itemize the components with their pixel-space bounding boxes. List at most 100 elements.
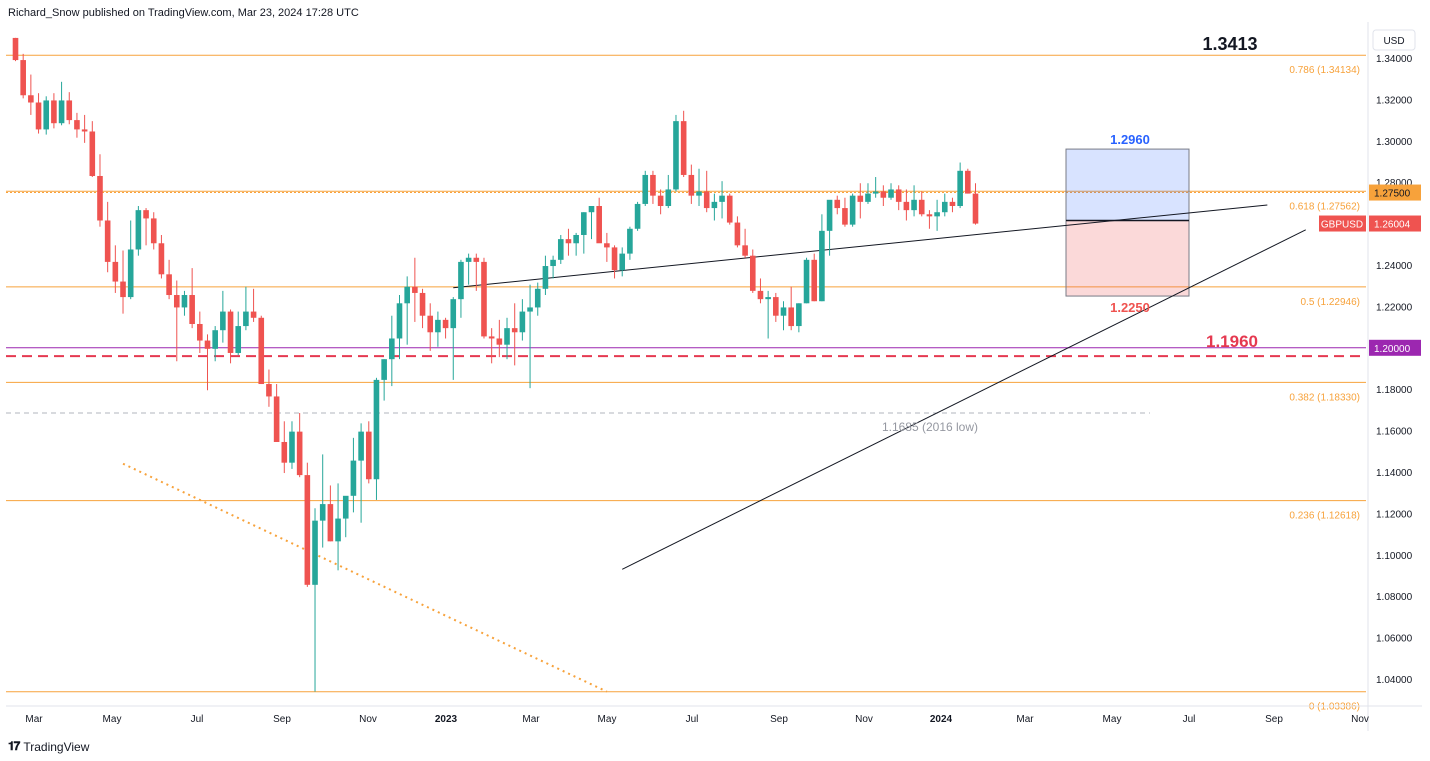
candle-body — [734, 222, 741, 246]
tradingview-footer[interactable]: 𝟏𝟕 TradingView — [8, 739, 89, 754]
candle-104 — [811, 253, 818, 302]
candle-body — [312, 520, 318, 585]
candle-body — [435, 319, 441, 333]
candle-body — [135, 210, 142, 250]
currency-button — [1372, 29, 1416, 51]
candle-body — [227, 311, 234, 353]
y-tick-8: 1.18000 — [1376, 385, 1413, 396]
candle-106 — [826, 199, 833, 256]
candle-body — [419, 292, 426, 316]
candle-body — [657, 195, 664, 207]
candle-61 — [481, 257, 487, 339]
x-tick-12: Mar — [1016, 714, 1034, 725]
candle-34 — [273, 384, 280, 442]
y-tick-13: 1.08000 — [1376, 592, 1413, 603]
badge-fib-text: 1.27500 — [1374, 189, 1411, 200]
candle-body — [703, 191, 710, 209]
candle-body — [20, 60, 26, 96]
candle-56 — [442, 317, 449, 339]
candle-69 — [542, 255, 549, 296]
candle-48 — [381, 359, 387, 401]
candle-body — [711, 201, 718, 209]
candle-body — [550, 259, 556, 267]
candle-122 — [949, 197, 956, 213]
candle-body — [527, 307, 533, 312]
candle-body — [389, 338, 395, 360]
candle-body — [12, 37, 19, 61]
candle-body — [642, 174, 649, 204]
candle-body — [619, 253, 626, 271]
candle-92 — [719, 181, 725, 219]
candle-37 — [296, 413, 303, 478]
candle-body — [181, 295, 188, 308]
candle-body — [627, 228, 633, 254]
candle-4 — [43, 96, 50, 135]
y-tick-14: 1.06000 — [1376, 634, 1413, 645]
tradingview-logo-icon: 𝟏𝟕 — [8, 739, 20, 753]
badge-last-text: 1.26004 — [1374, 220, 1411, 231]
candle-body — [496, 338, 503, 345]
candle-body — [834, 199, 841, 209]
candle-body — [972, 193, 979, 224]
candle-60 — [473, 253, 480, 291]
candle-108 — [842, 197, 848, 227]
candle-body — [97, 175, 103, 221]
candle-body — [611, 247, 618, 271]
x-tick-6: Mar — [522, 714, 540, 725]
trendline-2 — [621, 229, 1306, 570]
candle-body — [573, 234, 579, 244]
candle-body — [957, 170, 963, 207]
x-tick-8: Jul — [686, 714, 699, 725]
candle-40 — [319, 454, 326, 548]
candle-120 — [934, 199, 940, 231]
badge-fib-bg — [1369, 184, 1421, 201]
chart-axes: USD1.340001.320001.300001.280001.260001.… — [6, 22, 1422, 731]
candle-68 — [534, 282, 541, 316]
level-labels: 0.786 (1.34134) 0.618 (1.27562) 0.5 (1.229… — [882, 34, 1360, 713]
candle-body — [749, 255, 756, 291]
candle-body — [127, 249, 134, 298]
candle-112 — [872, 177, 879, 198]
candle-body — [511, 328, 518, 333]
candle-body — [335, 518, 341, 542]
candle-body — [665, 189, 672, 207]
candle-body — [903, 201, 910, 211]
candle-57 — [450, 297, 457, 380]
fib-label-0: 0.786 (1.34134) — [1289, 65, 1360, 76]
candle-body — [780, 307, 787, 316]
trendline-1 — [453, 204, 1268, 289]
candle-body — [189, 295, 195, 324]
candle-body — [888, 189, 894, 198]
candle-83 — [650, 170, 656, 204]
candle-36 — [289, 421, 295, 469]
candle-102 — [796, 303, 802, 333]
candle-119 — [926, 210, 933, 229]
candle-113 — [880, 185, 887, 207]
candle-15 — [127, 220, 134, 300]
candle-115 — [895, 185, 902, 211]
candle-body — [427, 315, 434, 333]
candle-39 — [312, 508, 318, 692]
candle-body — [788, 307, 794, 327]
y-tick-1: 1.32000 — [1376, 95, 1413, 106]
candle-body — [911, 199, 917, 211]
candle-body — [197, 323, 203, 341]
candle-118 — [918, 191, 925, 217]
candle-96 — [749, 249, 756, 293]
candle-5 — [51, 93, 57, 129]
candle-35 — [281, 421, 288, 474]
candle-body — [696, 191, 702, 196]
x-tick-11: 2024 — [930, 714, 953, 725]
candle-78 — [611, 245, 618, 279]
candle-47 — [373, 377, 380, 500]
candle-52 — [412, 257, 418, 322]
fib-label-2: 0.5 (1.22946) — [1301, 297, 1361, 308]
candle-31 — [250, 288, 257, 322]
candle-body — [243, 311, 249, 327]
candle-21 — [173, 280, 180, 362]
candle-body — [465, 257, 472, 262]
candle-body — [104, 220, 111, 262]
candle-101 — [788, 286, 794, 331]
candle-body — [327, 504, 334, 542]
